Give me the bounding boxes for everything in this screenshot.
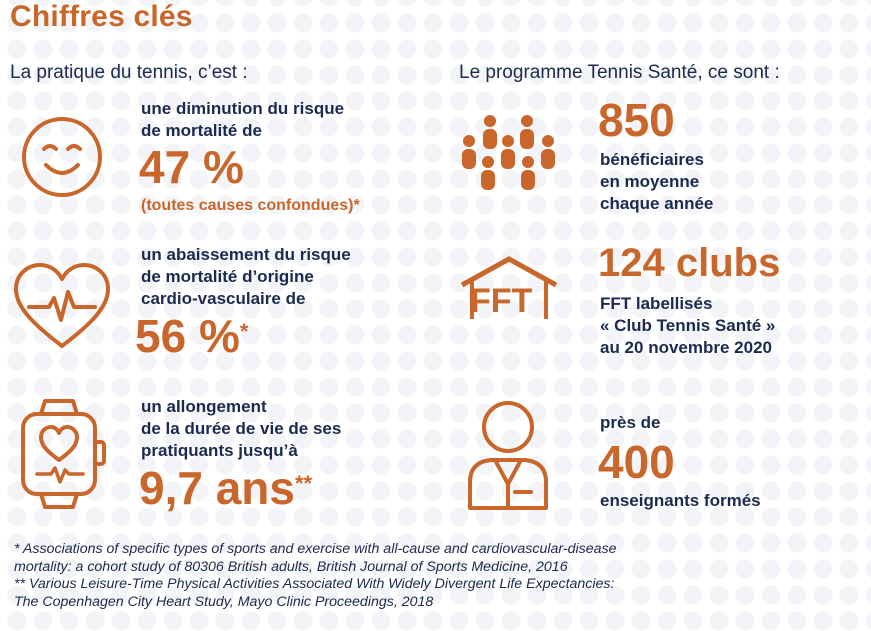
- left-item3-line3: pratiquants jusqu’à: [141, 441, 298, 460]
- left-item1-line1: une diminution du risque: [141, 99, 345, 118]
- footnote-line-4: The Copenhagen City Heart Study, Mayo Cl…: [14, 593, 434, 610]
- left-item3-value: 9,7 ans: [139, 462, 295, 514]
- left-item3-line1: un allongement: [141, 397, 267, 416]
- fft-logo-text: FFT: [470, 282, 533, 320]
- right-item1-line1: bénéficiaires: [600, 150, 704, 169]
- smartwatch-icon: [21, 399, 106, 509]
- right-item2-line3: au 20 novembre 2020: [600, 338, 772, 357]
- left-item2-line3: cardio-vasculaire de: [141, 289, 306, 308]
- footnote-line-1: * Associations of specific types of spor…: [14, 541, 617, 557]
- teacher-icon: [468, 401, 548, 510]
- left-item1-line2: de mortalité de: [141, 121, 262, 140]
- left-item3-line2: de la durée de vie de ses: [141, 419, 342, 438]
- heartbeat-icon: [14, 263, 110, 348]
- left-item2-line2: de mortalité d’origine: [141, 267, 314, 286]
- right-item3-line2: enseignants formés: [600, 491, 761, 510]
- left-item2-value-row: 56 %*: [135, 308, 248, 364]
- right-item2-value: 124 clubs: [598, 241, 781, 285]
- right-item3-value: 400: [598, 436, 675, 488]
- page-title: Chiffres clés: [10, 0, 193, 33]
- left-item1-note: (toutes causes confondues)*: [141, 197, 360, 214]
- right-heading: Le programme Tennis Santé, ce sont :: [459, 62, 780, 83]
- house-icon: [460, 256, 558, 319]
- left-item2-value: 56 %: [135, 310, 240, 362]
- footnote-line-2: mortality: a cohort study of 80306 Briti…: [14, 558, 568, 575]
- right-item1-value: 850: [598, 94, 675, 146]
- people-group-icon: [462, 115, 555, 190]
- right-item2-line2: « Club Tennis Santé »: [600, 316, 776, 335]
- right-item2-line1: FFT labellisés: [600, 294, 713, 313]
- left-item3-mark: **: [295, 471, 313, 496]
- left-item2-mark: *: [239, 319, 249, 344]
- left-item2-line1: un abaissement du risque: [141, 245, 351, 264]
- right-item1-line3: chaque année: [600, 194, 714, 213]
- footnotes: * Associations of specific types of spor…: [14, 541, 864, 611]
- smiley-icon: [22, 117, 102, 197]
- right-item1-line2: en moyenne: [600, 172, 700, 191]
- left-heading: La pratique du tennis, c’est :: [10, 62, 248, 83]
- right-item3-line1: près de: [600, 413, 661, 432]
- footnote-line-3: ** Various Leisure-Time Physical Activit…: [14, 576, 615, 593]
- left-item1-value: 47 %: [139, 141, 244, 193]
- left-item3-value-row: 9,7 ans**: [139, 460, 312, 516]
